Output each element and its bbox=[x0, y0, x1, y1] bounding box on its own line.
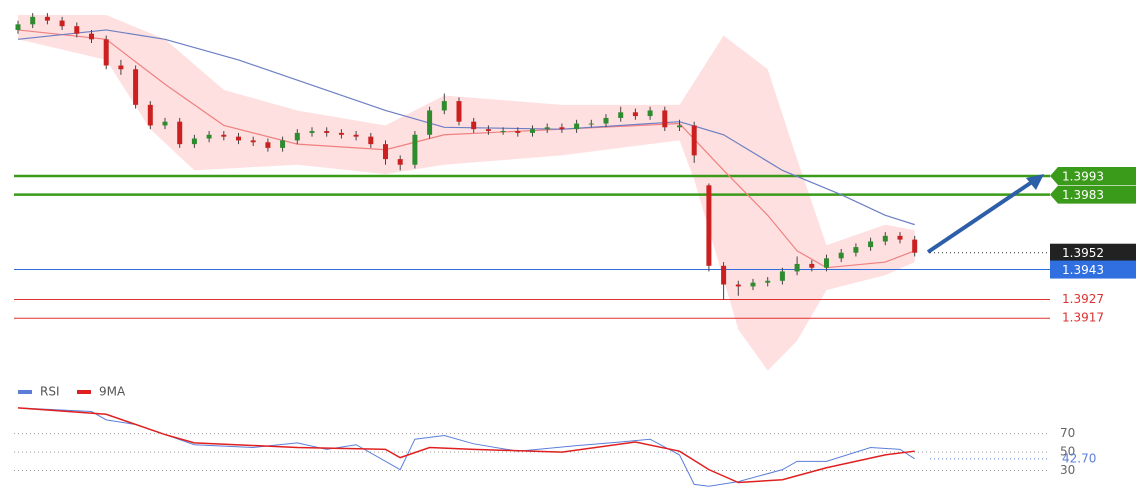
candle-body bbox=[191, 138, 197, 145]
indicator-line bbox=[17, 407, 915, 484]
candle-body bbox=[441, 101, 447, 111]
candle-body bbox=[471, 121, 477, 130]
candle-body bbox=[721, 265, 727, 285]
level-label: 1.3943 bbox=[1062, 263, 1104, 277]
candle-body bbox=[794, 263, 800, 272]
candle-body bbox=[118, 65, 124, 70]
last-value-label: 42.70 bbox=[1062, 451, 1096, 465]
candle-body bbox=[397, 159, 403, 165]
candle-body bbox=[265, 142, 271, 148]
candle-body bbox=[147, 104, 153, 126]
candle-body bbox=[632, 112, 638, 117]
candle-body bbox=[338, 132, 344, 135]
candle-body bbox=[44, 16, 50, 21]
level-label: 1.3927 bbox=[1062, 292, 1104, 306]
label-box bbox=[1050, 243, 1136, 262]
candle-body bbox=[15, 24, 21, 30]
candle-body bbox=[324, 131, 330, 133]
candle-body bbox=[103, 39, 109, 66]
bollinger-band bbox=[18, 14, 915, 371]
candle-body bbox=[677, 125, 682, 128]
candle-body bbox=[530, 129, 535, 133]
candle-body bbox=[162, 121, 168, 126]
candle-body bbox=[868, 241, 874, 248]
candle-body bbox=[59, 20, 65, 27]
y-tick-label: 30 bbox=[1060, 463, 1075, 477]
candle-body bbox=[662, 110, 668, 128]
candle-body bbox=[177, 121, 183, 145]
candle-body bbox=[485, 129, 491, 132]
indicator-line bbox=[17, 407, 915, 487]
candle-body bbox=[647, 110, 653, 117]
candle-body bbox=[221, 134, 227, 137]
label-box bbox=[1050, 166, 1136, 185]
candle-body bbox=[838, 252, 844, 259]
candle-body bbox=[809, 263, 815, 268]
level-label: 1.3983 bbox=[1062, 188, 1104, 202]
candle-body bbox=[353, 134, 359, 137]
candle-body bbox=[559, 127, 565, 130]
candle-body bbox=[74, 26, 80, 34]
candle-body bbox=[383, 144, 388, 160]
candle-body bbox=[412, 134, 418, 165]
plot: 1.3993 1.3983 1.3952 1.3943 1.3927 1.3917 30 50… bbox=[14, 13, 1136, 487]
trend-arrow bbox=[926, 180, 1034, 254]
label-box bbox=[1050, 185, 1136, 204]
candle-body bbox=[30, 16, 36, 25]
candle-body bbox=[133, 69, 139, 105]
candle-body bbox=[456, 101, 462, 122]
candle-body bbox=[236, 136, 241, 141]
candle-body bbox=[735, 284, 741, 287]
level-label: 1.3993 bbox=[1062, 169, 1104, 183]
candle-body bbox=[912, 239, 918, 253]
candle-body bbox=[588, 123, 594, 125]
candle-body bbox=[691, 125, 697, 156]
candle-body bbox=[824, 258, 829, 268]
legend-label: 9MA bbox=[99, 385, 126, 399]
legend-label: RSI bbox=[40, 385, 60, 399]
candle-body bbox=[206, 134, 212, 139]
candle-body bbox=[280, 140, 286, 148]
candle-body bbox=[544, 127, 550, 130]
candle-body bbox=[427, 110, 433, 135]
candle-body bbox=[618, 112, 624, 118]
candle-body bbox=[500, 131, 506, 133]
candle-body bbox=[853, 247, 859, 253]
level-label: 1.3952 bbox=[1062, 246, 1104, 260]
y-tick-label: 70 bbox=[1060, 426, 1075, 440]
y-tick-label: 50 bbox=[1060, 445, 1075, 459]
candle-body bbox=[89, 33, 94, 40]
candle-body bbox=[515, 131, 521, 133]
candle-body bbox=[779, 271, 785, 281]
candle-body bbox=[750, 282, 756, 287]
candle-body bbox=[294, 132, 300, 141]
candle-body bbox=[574, 123, 580, 130]
candle-body bbox=[882, 235, 888, 242]
candle-body bbox=[706, 185, 712, 266]
candle-body bbox=[765, 280, 771, 283]
arrow-head bbox=[1026, 174, 1044, 190]
candle-body bbox=[368, 136, 374, 145]
candle-body bbox=[309, 131, 315, 133]
level-label: 1.3917 bbox=[1062, 311, 1104, 325]
candle-body bbox=[250, 140, 256, 143]
candle-body bbox=[897, 235, 903, 240]
candle-body bbox=[603, 117, 609, 124]
label-box bbox=[1050, 260, 1136, 279]
